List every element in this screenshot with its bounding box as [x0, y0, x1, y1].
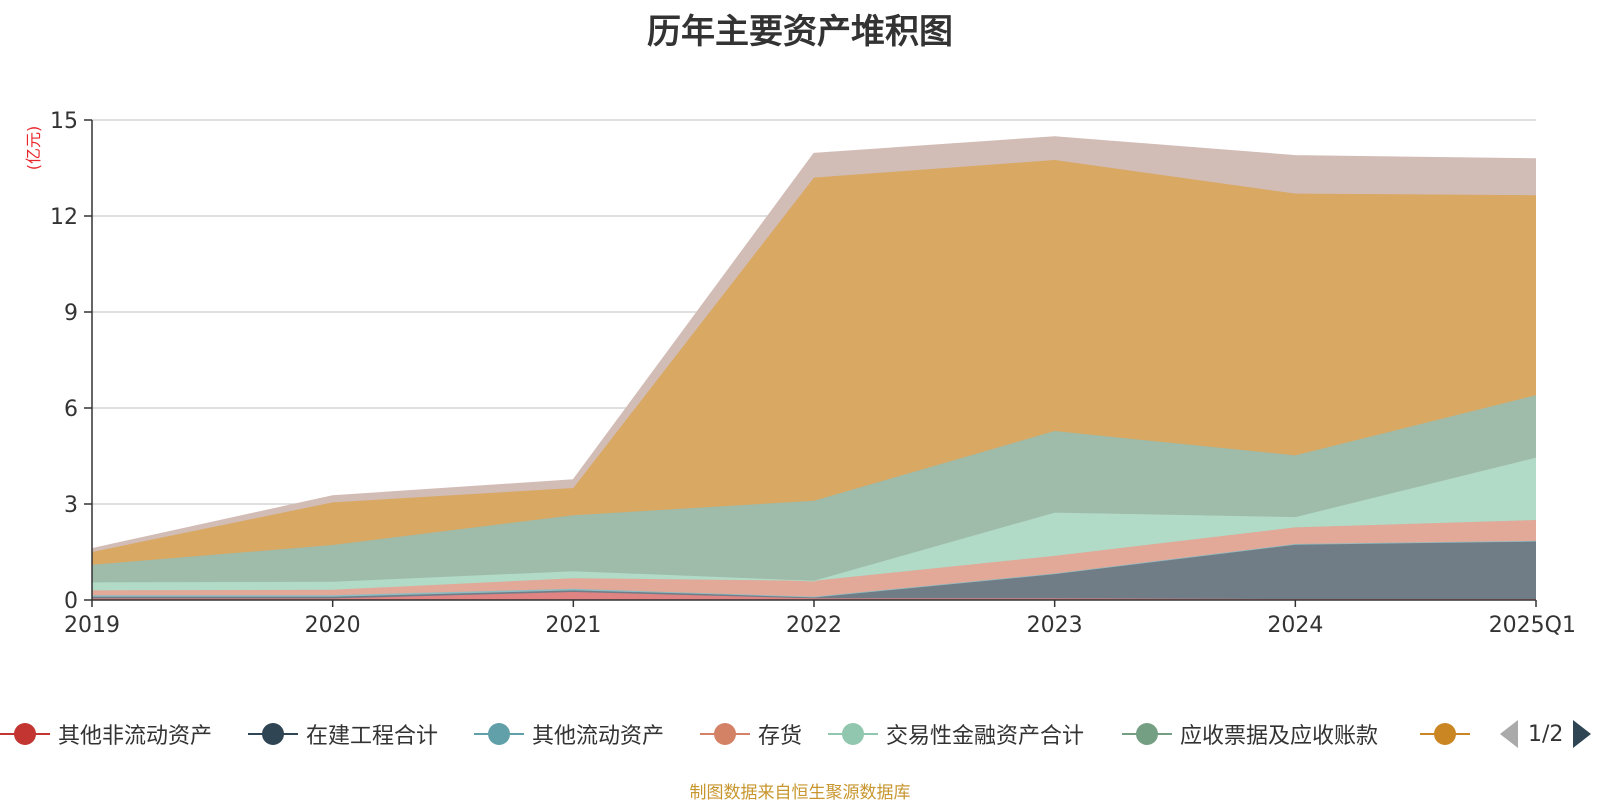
legend-item[interactable]: 其他流动资产 — [474, 716, 664, 752]
legend-marker-icon — [474, 723, 524, 745]
legend-marker-icon — [248, 723, 298, 745]
area-series-6 — [92, 395, 1536, 583]
legend-marker-icon — [1420, 723, 1470, 745]
legend-item[interactable]: 在建工程合计 — [248, 716, 438, 752]
x-tick-label: 2024 — [1267, 613, 1323, 638]
x-tick-label: 2022 — [786, 613, 842, 638]
legend-label: 其他流动资产 — [532, 724, 665, 749]
legend-marker-icon — [828, 723, 878, 745]
legend-item[interactable] — [1420, 716, 1470, 752]
y-tick-label: 6 — [64, 397, 78, 422]
area-series-5 — [92, 457, 1536, 591]
legend-item[interactable]: 交易性金融资产合计 — [828, 716, 1084, 752]
area-series-1 — [92, 592, 1536, 600]
legend-label: 交易性金融资产合计 — [886, 724, 1085, 749]
legend-page-indicator: 1/2 — [1528, 721, 1564, 747]
y-tick-label: 15 — [50, 109, 78, 134]
legend-label: 存货 — [758, 724, 803, 749]
legend-label: 其他非流动资产 — [58, 724, 213, 749]
legend-marker-icon — [700, 723, 750, 745]
y-tick-label: 3 — [64, 493, 78, 518]
chart-title: 历年主要资产堆积图 — [647, 12, 953, 52]
legend-label: 在建工程合计 — [306, 724, 439, 749]
y-tick-label: 12 — [50, 205, 78, 230]
x-tick-label: 2025Q1 — [1489, 613, 1576, 638]
legend-item[interactable]: 其他非流动资产 — [0, 716, 212, 752]
x-tick-label: 2021 — [545, 613, 601, 638]
x-tick-label: 2023 — [1027, 613, 1083, 638]
area-series-7 — [92, 160, 1536, 565]
legend-next-arrow-icon[interactable] — [1571, 718, 1593, 750]
legend-marker-icon — [1122, 723, 1172, 745]
legend-pager: 1/2 — [1498, 716, 1593, 752]
legend-item[interactable]: 应收票据及应收账款 — [1122, 716, 1378, 752]
y-tick-label: 0 — [64, 589, 78, 614]
area-series-2 — [92, 540, 1536, 600]
stacked-area-chart: 0 3 6 9 12 15 2019 2020 2021 2022 2023 2024 2025Q1 — [50, 109, 1576, 638]
area-series-8-line — [91, 136, 1537, 550]
legend-prev-arrow-icon[interactable] — [1498, 718, 1520, 750]
data-source-note: 制图数据来自恒生聚源数据库 — [689, 783, 911, 803]
area-series-8 — [92, 136, 1536, 552]
x-tick-label: 2020 — [305, 613, 361, 638]
legend-marker-icon — [0, 723, 50, 745]
x-tick-label: 2019 — [64, 613, 120, 638]
legend-label: 应收票据及应收账款 — [1180, 724, 1379, 749]
legend-item[interactable]: 存货 — [700, 716, 802, 752]
chart-legend[interactable]: 其他非流动资产 在建工程合计 其他流动资产 存货 交易性金融资产合计 应收票据及应收账款 — [0, 716, 1600, 752]
y-tick-label: 9 — [64, 301, 78, 326]
